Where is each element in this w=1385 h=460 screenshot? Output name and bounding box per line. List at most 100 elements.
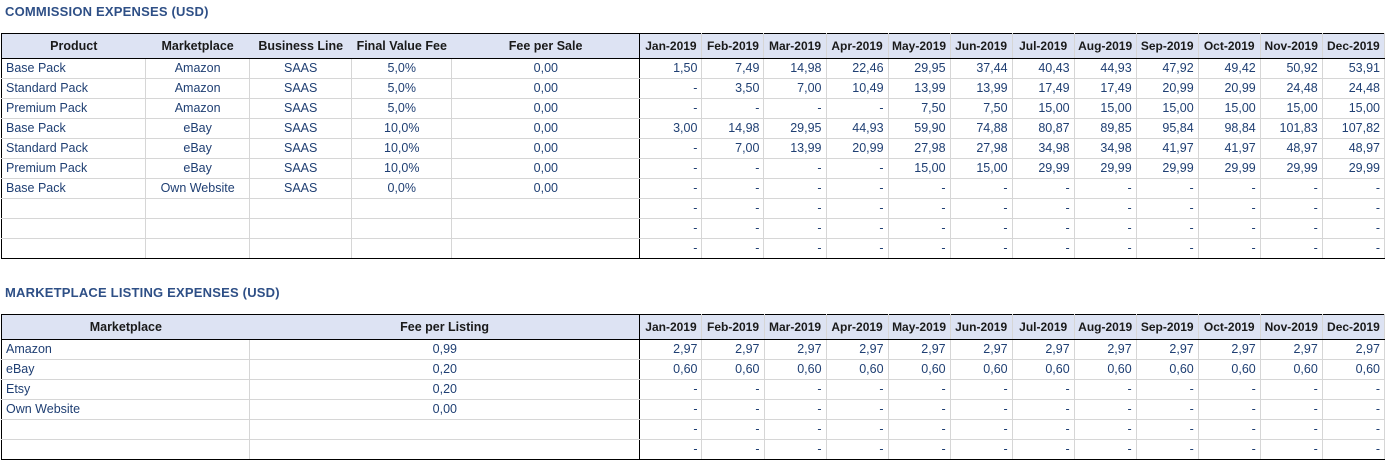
- month-value-cell[interactable]: -: [1074, 439, 1137, 460]
- month-value-cell[interactable]: -: [701, 379, 765, 400]
- month-value-cell[interactable]: -: [826, 178, 889, 199]
- month-value-cell[interactable]: 44,93: [1074, 58, 1137, 79]
- month-value-cell[interactable]: 17,49: [1074, 78, 1137, 99]
- month-value-cell[interactable]: -: [1198, 178, 1261, 199]
- month-value-cell[interactable]: -: [1322, 178, 1385, 199]
- month-value-cell[interactable]: -: [826, 158, 889, 179]
- month-value-cell[interactable]: -: [763, 218, 827, 239]
- col-header-month[interactable]: Oct-2019: [1198, 314, 1261, 340]
- business-line-cell[interactable]: SAAS: [249, 138, 353, 159]
- col-header-month[interactable]: Jul-2019: [1012, 33, 1075, 59]
- marketplace-cell[interactable]: [145, 238, 251, 259]
- month-value-cell[interactable]: 2,97: [1012, 339, 1075, 360]
- final-value-fee-cell[interactable]: 5,0%: [351, 98, 453, 119]
- month-value-cell[interactable]: 0,60: [1260, 359, 1323, 380]
- month-value-cell[interactable]: 15,00: [1260, 98, 1323, 119]
- month-value-cell[interactable]: 59,90: [888, 118, 951, 139]
- month-value-cell[interactable]: -: [826, 238, 889, 259]
- col-header-month[interactable]: Sep-2019: [1136, 33, 1199, 59]
- month-value-cell[interactable]: -: [701, 98, 765, 119]
- final-value-fee-cell[interactable]: [351, 218, 453, 239]
- month-value-cell[interactable]: -: [639, 439, 703, 460]
- col-header-business-line[interactable]: Business Line: [249, 33, 352, 59]
- col-header-month[interactable]: Feb-2019: [701, 33, 765, 59]
- final-value-fee-cell[interactable]: 5,0%: [351, 78, 453, 99]
- month-value-cell[interactable]: -: [1074, 379, 1137, 400]
- month-value-cell[interactable]: 53,91: [1322, 58, 1385, 79]
- month-value-cell[interactable]: -: [763, 178, 827, 199]
- col-header-product[interactable]: Product: [0, 33, 146, 59]
- product-cell[interactable]: [0, 218, 147, 239]
- month-value-cell[interactable]: -: [1198, 419, 1261, 440]
- month-value-cell[interactable]: 2,97: [701, 339, 765, 360]
- fee-per-sale-cell[interactable]: 0,00: [451, 118, 641, 139]
- month-value-cell[interactable]: -: [888, 218, 951, 239]
- marketplace-cell[interactable]: Etsy: [0, 379, 251, 400]
- col-header-month[interactable]: Jun-2019: [950, 314, 1013, 340]
- month-value-cell[interactable]: 41,97: [1198, 138, 1261, 159]
- month-value-cell[interactable]: 101,83: [1260, 118, 1323, 139]
- month-value-cell[interactable]: -: [888, 178, 951, 199]
- month-value-cell[interactable]: -: [888, 198, 951, 219]
- month-value-cell[interactable]: -: [639, 419, 703, 440]
- business-line-cell[interactable]: SAAS: [249, 78, 353, 99]
- month-value-cell[interactable]: -: [639, 399, 703, 420]
- month-value-cell[interactable]: 0,60: [1074, 359, 1137, 380]
- fee-per-sale-cell[interactable]: [451, 198, 641, 219]
- month-value-cell[interactable]: -: [1260, 218, 1323, 239]
- fee-per-listing-cell[interactable]: 0,00: [249, 399, 641, 420]
- month-value-cell[interactable]: -: [1074, 198, 1137, 219]
- month-value-cell[interactable]: -: [1074, 218, 1137, 239]
- month-value-cell[interactable]: -: [950, 419, 1013, 440]
- month-value-cell[interactable]: -: [826, 399, 889, 420]
- month-value-cell[interactable]: 15,00: [888, 158, 951, 179]
- product-cell[interactable]: [0, 238, 147, 259]
- final-value-fee-cell[interactable]: 10,0%: [351, 158, 453, 179]
- month-value-cell[interactable]: 0,60: [826, 359, 889, 380]
- month-value-cell[interactable]: 13,99: [888, 78, 951, 99]
- month-value-cell[interactable]: -: [950, 379, 1013, 400]
- marketplace-cell[interactable]: eBay: [145, 118, 251, 139]
- month-value-cell[interactable]: 15,00: [1074, 98, 1137, 119]
- month-value-cell[interactable]: 48,97: [1260, 138, 1323, 159]
- fee-per-listing-cell[interactable]: 0,20: [249, 379, 641, 400]
- col-header-month[interactable]: Jan-2019: [639, 314, 703, 340]
- marketplace-cell[interactable]: Amazon: [145, 78, 251, 99]
- month-value-cell[interactable]: 27,98: [950, 138, 1013, 159]
- col-header-month[interactable]: Feb-2019: [701, 314, 765, 340]
- col-header-month[interactable]: Mar-2019: [764, 314, 827, 340]
- month-value-cell[interactable]: 37,44: [950, 58, 1013, 79]
- month-value-cell[interactable]: 2,97: [764, 339, 827, 360]
- month-value-cell[interactable]: -: [1074, 178, 1137, 199]
- month-value-cell[interactable]: 3,00: [639, 118, 703, 139]
- marketplace-cell[interactable]: [145, 218, 251, 239]
- month-value-cell[interactable]: -: [1136, 399, 1199, 420]
- month-value-cell[interactable]: -: [1136, 379, 1199, 400]
- final-value-fee-cell[interactable]: [351, 198, 453, 219]
- month-value-cell[interactable]: -: [639, 218, 703, 239]
- month-value-cell[interactable]: 20,99: [1136, 78, 1199, 99]
- month-value-cell[interactable]: 0,60: [888, 359, 951, 380]
- month-value-cell[interactable]: 98,84: [1198, 118, 1261, 139]
- month-value-cell[interactable]: 50,92: [1260, 58, 1323, 79]
- month-value-cell[interactable]: 40,43: [1012, 58, 1075, 79]
- business-line-cell[interactable]: SAAS: [249, 118, 353, 139]
- month-value-cell[interactable]: 0,60: [764, 359, 827, 380]
- month-value-cell[interactable]: -: [1012, 439, 1075, 460]
- marketplace-cell[interactable]: eBay: [145, 138, 251, 159]
- month-value-cell[interactable]: 13,99: [763, 138, 827, 159]
- fee-per-sale-cell[interactable]: 0,00: [451, 138, 641, 159]
- month-value-cell[interactable]: 0,60: [950, 359, 1013, 380]
- month-value-cell[interactable]: -: [1136, 439, 1199, 460]
- month-value-cell[interactable]: -: [639, 78, 703, 99]
- business-line-cell[interactable]: [249, 218, 353, 239]
- month-value-cell[interactable]: -: [1322, 379, 1385, 400]
- month-value-cell[interactable]: 2,97: [1198, 339, 1261, 360]
- product-cell[interactable]: Premium Pack: [0, 98, 147, 119]
- month-value-cell[interactable]: -: [826, 439, 889, 460]
- month-value-cell[interactable]: -: [950, 399, 1013, 420]
- col-header-month[interactable]: Jan-2019: [639, 33, 703, 59]
- month-value-cell[interactable]: -: [1260, 379, 1323, 400]
- month-value-cell[interactable]: -: [1012, 399, 1075, 420]
- month-value-cell[interactable]: -: [1260, 198, 1323, 219]
